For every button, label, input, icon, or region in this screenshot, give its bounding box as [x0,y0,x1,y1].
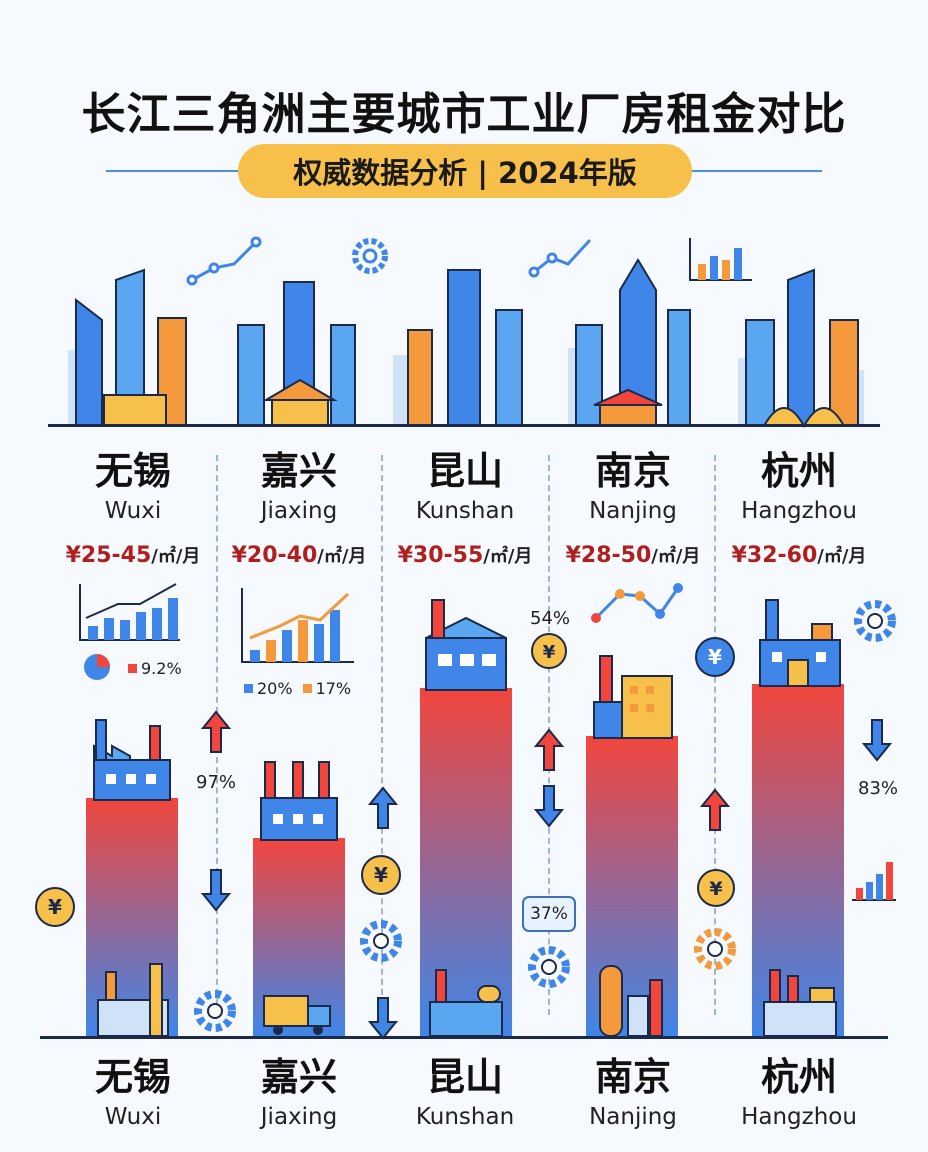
bar-chart-icon [241,588,354,663]
subtitle-rule-left [106,170,244,172]
city-header-kunshan: 昆山 Kunshan ¥30-55/㎡/月 [380,446,550,587]
gear-icon [694,928,736,970]
city-name-cn: 嘉兴 [260,449,337,493]
arrow-up-icon [200,710,232,753]
yuan-coin-icon: ¥ [697,869,735,907]
city-name-en: Jiaxing [260,498,338,524]
svg-text:¥: ¥ [708,645,722,669]
subtitle-rule-right [686,170,822,172]
city-header-jiaxing: 嘉兴 Jiaxing ¥20-40/㎡/月 [214,446,384,587]
city-header-hangzhou: 杭州 Hangzhou ¥32-60/㎡/月 [714,446,884,587]
percentage-label: 97% [196,772,237,793]
factory-icon [763,969,837,1037]
city-header-wuxi: 无锡 Wuxi ¥25-45/㎡/月 [48,446,218,587]
yuan-coin-icon: ¥ [35,887,75,927]
rent-price: ¥32-60/㎡/月 [731,543,867,568]
bar-chart-icon [689,238,752,281]
gear-icon [194,990,236,1032]
page-title: 长江三角洲主要城市工业厂房租金对比 [81,89,847,140]
factory-icon [425,599,507,691]
city-name-cn: 南京 [594,449,671,493]
column-divider [714,455,716,1015]
arrow-down-icon [200,869,232,912]
city-name-en: Wuxi [104,498,162,524]
arrow-down-icon [533,785,565,828]
chart-baseline [40,1036,888,1039]
yuan-coin-icon: ¥ [531,633,567,669]
yuan-coin-icon: ¥ [361,855,401,895]
pie-chart-icon [84,654,110,680]
arrow-down-icon [367,997,399,1040]
skyline-ground [48,424,880,427]
rent-price: ¥20-40/㎡/月 [231,543,367,568]
chart-legend: 20% 17% [244,679,351,698]
rent-price: ¥25-45/㎡/月 [65,543,201,568]
gear-icon [528,946,570,988]
city-name-en: Hangzhou [741,498,857,524]
city-footer-wuxi: 无锡 Wuxi [94,1055,171,1130]
rent-price: ¥30-55/㎡/月 [397,543,533,568]
svg-text:¥: ¥ [48,895,62,919]
city-name-cn: 无锡 [94,449,171,493]
column-divider [381,455,383,1015]
gear-icon [854,600,896,642]
pie-legend: 9.2% [128,659,182,678]
percentage-label: 83% [858,778,899,799]
factory-icon [429,969,503,1037]
line-chart-icon [591,583,683,623]
city-name-cn: 杭州 [760,449,837,493]
factory-icon [759,599,841,687]
city-footer-nanjing: 南京 Nanjing [589,1055,677,1130]
city-footer-kunshan: 昆山 Kunshan [415,1055,515,1130]
city-name-en: Kunshan [415,498,515,524]
percentage-label: 54% [530,608,571,629]
arrow-up-icon [367,786,399,829]
city-header-nanjing: 南京 Nanjing ¥28-50/㎡/月 [548,446,718,587]
svg-text:¥: ¥ [374,863,388,887]
svg-text:¥: ¥ [543,642,556,663]
factory-icon [93,719,171,801]
line-chart-icon [528,238,592,278]
city-skyline-illustration [68,236,864,429]
city-name-cn: 昆山 [426,449,503,493]
city-footer-jiaxing: 嘉兴 Jiaxing [260,1055,338,1130]
bar-chart-icon [852,862,896,901]
arrow-up-icon [699,788,731,831]
percentage-bubble: 37% [522,896,576,932]
arrow-up-icon [533,728,565,771]
truck-icon [263,995,331,1035]
line-chart-icon [186,236,262,286]
rent-price: ¥28-50/㎡/月 [565,543,701,568]
factory-icon [97,963,169,1037]
svg-text:¥: ¥ [709,878,722,900]
factory-icon [260,761,338,841]
gear-icon [360,920,402,962]
arrow-down-icon [861,719,893,762]
factory-icon [599,965,663,1037]
city-footer-hangzhou: 杭州 Hangzhou [741,1055,857,1130]
yuan-coin-icon: ¥ [695,637,735,677]
city-name-en: Nanjing [589,498,677,524]
bar-chart-icon [79,583,180,641]
gear-icon [352,238,388,274]
subtitle-badge: 权威数据分析 | 2024年版 [238,144,692,198]
factory-icon [593,655,673,739]
